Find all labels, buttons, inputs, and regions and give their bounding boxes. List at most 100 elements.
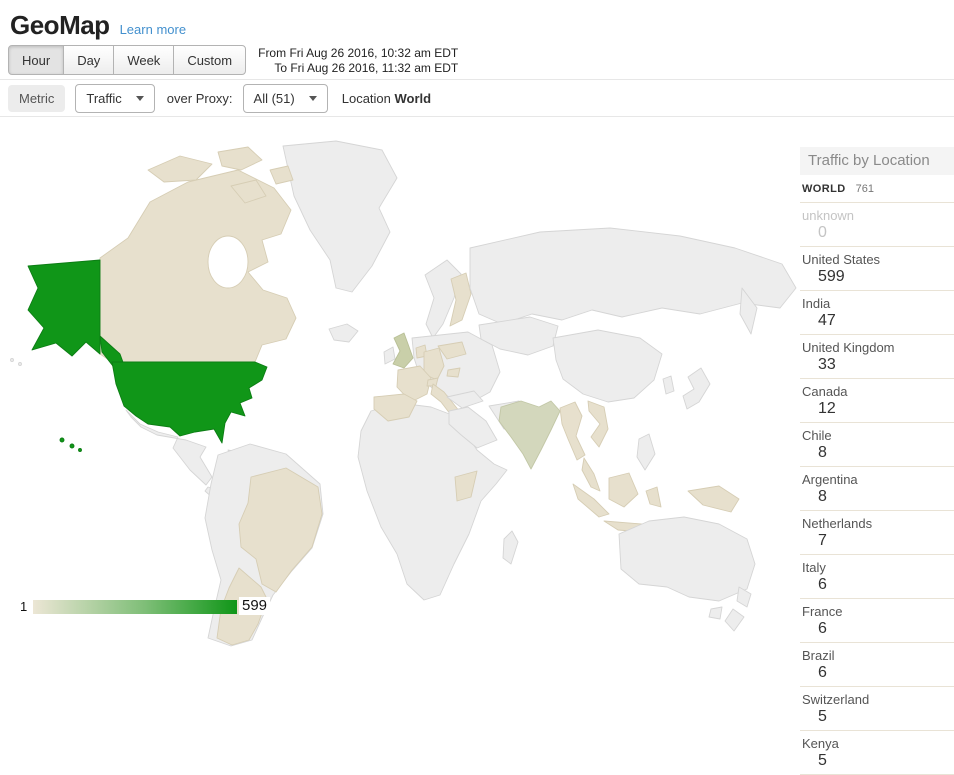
chevron-down-icon (135, 95, 144, 101)
location-value: 599 (818, 268, 845, 285)
country-canada[interactable] (269, 165, 294, 185)
country-france[interactable] (396, 365, 432, 403)
location-value: 6 (818, 576, 827, 593)
location-value: 12 (818, 400, 836, 417)
country-malaysia[interactable] (581, 457, 601, 492)
location-value: 5 (818, 752, 827, 769)
legend-min-label: 1 (20, 599, 28, 614)
country-new-zealand[interactable] (724, 608, 745, 632)
location-list-item[interactable]: Switzerland 5 (800, 687, 954, 731)
hour-button[interactable]: Hour (8, 45, 65, 75)
location-list-item[interactable]: unknown 0 (800, 203, 954, 247)
location-list-item[interactable]: Netherlands 7 (800, 511, 954, 555)
location-list-item[interactable]: Argentina 8 (800, 467, 954, 511)
country-belarus[interactable] (437, 341, 467, 360)
location-list-item[interactable]: Kenya 5 (800, 731, 954, 775)
country-brazil[interactable] (238, 467, 323, 593)
location-value: 6 (818, 620, 827, 637)
country-indonesia-borneo[interactable] (608, 472, 639, 508)
location-list-item[interactable]: United States 599 (800, 247, 954, 291)
country-canada[interactable] (99, 169, 297, 363)
metric-chip: Metric (8, 84, 66, 112)
location-list-item[interactable]: Brazil 6 (800, 643, 954, 687)
location-name: Switzerland (802, 692, 870, 707)
traffic-by-location-panel: Traffic by Location WORLD 761 unknown 0 … (800, 147, 954, 775)
location-name: Argentina (802, 472, 858, 487)
country-turkey[interactable] (446, 390, 484, 409)
country-iceland[interactable] (328, 323, 359, 343)
world-value: 761 (855, 183, 874, 195)
country-australia[interactable] (618, 516, 756, 602)
metric-toolbar: Metric Traffic over Proxy: All (51) Loca… (0, 79, 954, 117)
location-name: India (802, 296, 831, 311)
central-asia[interactable] (478, 316, 559, 356)
country-mexico[interactable] (125, 409, 213, 486)
country-spain[interactable] (373, 393, 418, 422)
location-value: 7 (818, 532, 827, 549)
country-china[interactable] (552, 329, 663, 403)
country-new-zealand[interactable] (736, 586, 752, 608)
learn-more-link[interactable]: Learn more (119, 22, 187, 37)
location-list-item[interactable]: Italy 6 (800, 555, 954, 599)
country-ireland[interactable] (383, 346, 396, 365)
metric-dropdown[interactable]: Traffic (75, 83, 155, 113)
country-indonesia-sulawesi[interactable] (645, 486, 662, 508)
location-name: Italy (802, 560, 826, 575)
country-canada[interactable] (217, 146, 263, 171)
country-korea[interactable] (662, 375, 675, 395)
proxy-dropdown-value: All (51) (253, 90, 295, 106)
country-kenya[interactable] (454, 470, 478, 502)
country-japan[interactable] (682, 367, 711, 410)
country-myanmar[interactable] (559, 401, 586, 461)
legend-max-label: 599 (239, 597, 271, 615)
location-list-item[interactable]: Canada 12 (800, 379, 954, 423)
country-papua-new-guinea[interactable] (687, 485, 740, 513)
location-value: 33 (818, 356, 836, 373)
country-united-states-hawaii[interactable] (69, 443, 75, 449)
country-finland[interactable] (449, 272, 472, 327)
country-india[interactable] (498, 400, 561, 470)
location-name: Chile (802, 428, 832, 443)
location-name: unknown (802, 208, 855, 223)
metric-dropdown-value: Traffic (86, 90, 122, 106)
country-united-states[interactable] (111, 361, 268, 444)
middle-east[interactable] (448, 406, 498, 449)
location-value: 8 (818, 488, 827, 505)
location-list-item[interactable]: Chile 8 (800, 423, 954, 467)
custom-button[interactable]: Custom (173, 45, 247, 75)
panel-title: Traffic by Location (800, 147, 954, 175)
hudson-bay (207, 235, 249, 289)
kamchatka (739, 287, 758, 335)
day-button[interactable]: Day (63, 45, 115, 75)
world-map (0, 140, 800, 649)
proxy-dropdown[interactable]: All (51) (242, 83, 328, 113)
location-name: United States (802, 252, 881, 267)
location-name: France (802, 604, 843, 619)
header: GeoMap Learn more (10, 10, 186, 41)
country-united-states-hawaii[interactable] (78, 448, 82, 452)
location-list-item[interactable]: United Kingdom 33 (800, 335, 954, 379)
country-vietnam[interactable] (587, 400, 609, 448)
country-australia-tasmania[interactable] (708, 606, 723, 620)
country-canada[interactable] (230, 179, 267, 204)
country-greenland[interactable] (282, 140, 398, 293)
country-indonesia-sumatra[interactable] (572, 483, 610, 518)
location-name: Brazil (802, 648, 835, 663)
country-united-kingdom[interactable] (392, 332, 414, 369)
location-list-item[interactable]: France 6 (800, 599, 954, 643)
location-name: United Kingdom (802, 340, 895, 355)
location-value: 0 (818, 224, 827, 241)
country-hungary[interactable] (446, 367, 461, 378)
country-united-states-alaska[interactable] (27, 259, 101, 357)
country-united-states-hawaii[interactable] (59, 437, 65, 443)
country-madagascar[interactable] (502, 530, 519, 565)
aleutian-islands (10, 358, 14, 362)
country-philippines[interactable] (636, 433, 656, 471)
country-canada[interactable] (147, 155, 213, 183)
location-value: 5 (818, 708, 827, 725)
location-list: unknown 0 United States 599 India 47 Uni… (800, 203, 954, 775)
over-proxy-label: over Proxy: (166, 90, 233, 106)
location-list-item[interactable]: India 47 (800, 291, 954, 335)
time-to: To Fri Aug 26 2016, 11:32 am EDT (274, 61, 459, 75)
week-button[interactable]: Week (113, 45, 175, 75)
